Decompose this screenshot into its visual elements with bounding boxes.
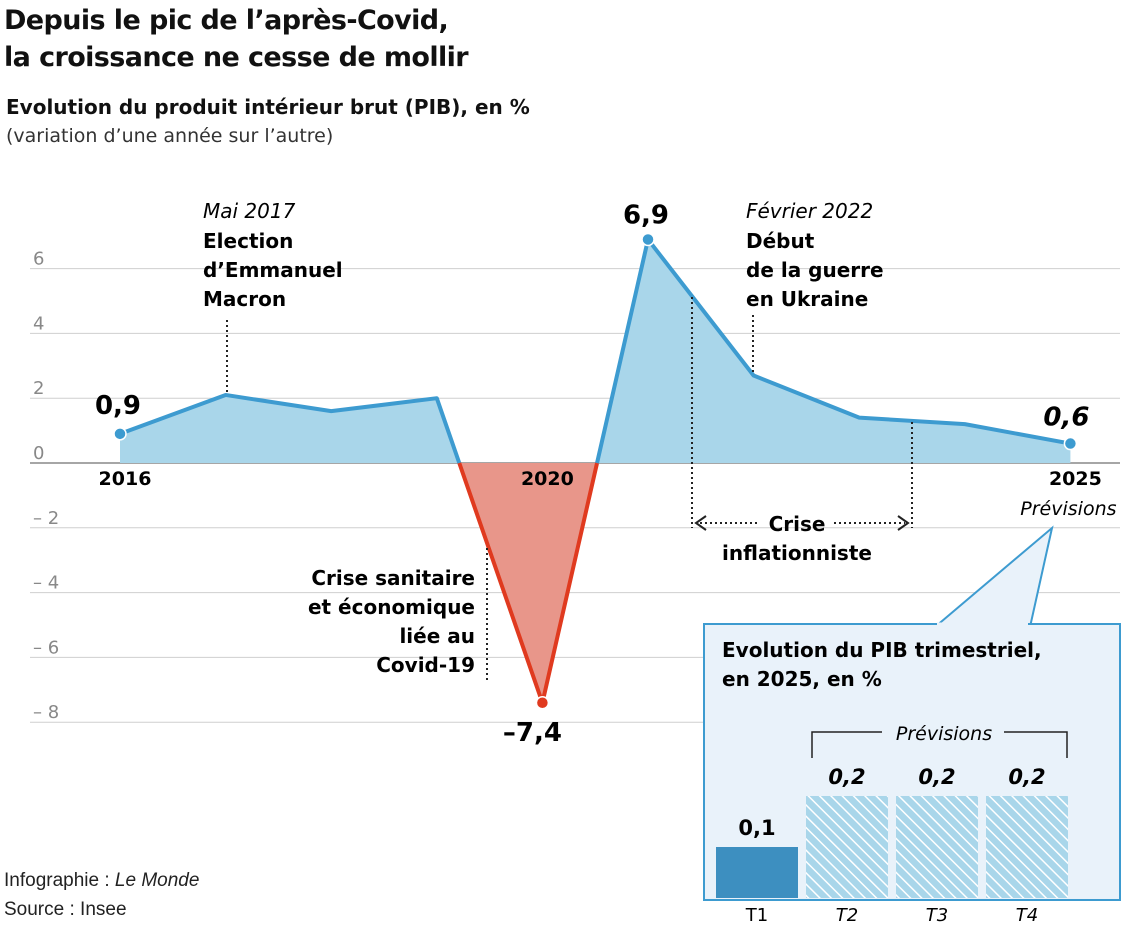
- data-point: [535, 696, 550, 710]
- annotation-text: en Ukraine: [746, 287, 868, 311]
- bar-value-label: 0,2: [1008, 765, 1045, 789]
- annotation-text: Crise: [769, 512, 826, 536]
- annotation-text: Covid-19: [376, 653, 475, 677]
- bar-category-label: T3: [926, 905, 948, 926]
- forecast-bracket: [811, 731, 1068, 758]
- annotation-text: Début: [746, 229, 815, 253]
- bar-category-label: T1: [745, 905, 768, 926]
- annotation-text: de la guerre: [746, 258, 884, 282]
- bar: [806, 796, 888, 898]
- annotation-text: Crise sanitaire: [311, 566, 475, 590]
- y-tick-label: 4: [33, 313, 44, 334]
- x-tick-label: 2016: [99, 468, 152, 490]
- bar-value-label: 0,2: [828, 765, 865, 789]
- title-line-1: Depuis le pic de l’après-Covid,: [4, 5, 449, 36]
- bar-value-label: 0,2: [918, 765, 955, 789]
- y-tick-label: 2: [33, 378, 44, 399]
- data-point: [641, 232, 655, 247]
- bar-category-label: T4: [1016, 905, 1038, 926]
- annotation-text: et économique: [308, 595, 475, 619]
- bar: [896, 796, 978, 898]
- data-point: [113, 427, 127, 441]
- chart-title: Depuis le pic de l’après-Covid, la crois…: [4, 2, 564, 76]
- bar: [986, 796, 1068, 898]
- bar-value-label: 0,1: [738, 816, 775, 840]
- annotation-text: liée au: [399, 624, 475, 648]
- y-tick-label: 6: [33, 249, 44, 270]
- data-label: 0,6: [1043, 403, 1089, 433]
- series-line: [595, 237, 1071, 464]
- y-tick-label: – 6: [33, 637, 59, 658]
- area-positive: [597, 239, 1071, 463]
- bar-category-label: T2: [836, 905, 858, 926]
- inset-title: Evolution du PIB trimestriel,: [722, 638, 1042, 662]
- annotation-text: Election: [203, 229, 293, 253]
- x-tick-label: 2025: [1049, 468, 1102, 490]
- annotation-date: Mai 2017: [203, 199, 296, 223]
- annotation-text: Macron: [203, 287, 286, 311]
- credit-name: Le Monde: [114, 870, 200, 891]
- forecast-label: Prévisions: [1020, 498, 1116, 520]
- bracket-arrow-right: [897, 515, 910, 531]
- forecast-label: Prévisions: [896, 723, 992, 745]
- title-line-2: la croissance ne cesse de mollir: [4, 42, 469, 73]
- series-line: [119, 392, 462, 464]
- chart-subtitle: Evolution du produit intérieur brut (PIB…: [6, 95, 530, 119]
- y-tick-label: – 2: [33, 508, 59, 529]
- area-positive: [120, 394, 460, 463]
- data-label: 6,9: [623, 200, 669, 230]
- y-tick-label: 0: [33, 443, 44, 464]
- area-negative: [459, 463, 598, 703]
- bracket-arrow-left: [694, 515, 707, 531]
- y-tick-label: – 4: [33, 573, 59, 594]
- data-point: [1063, 436, 1078, 451]
- callout-pointer: [932, 525, 1054, 628]
- inset-title: en 2025, en %: [722, 667, 882, 691]
- source: Source : Insee: [4, 899, 127, 920]
- data-label: –7,4: [503, 718, 562, 748]
- credit-prefix: Infographie :: [4, 870, 115, 891]
- annotation-date: Février 2022: [746, 199, 873, 223]
- bar: [716, 847, 798, 898]
- chart-subtitle-note: (variation d’une année sur l’autre): [6, 125, 334, 147]
- credit: Infographie : Le Monde: [4, 870, 199, 892]
- y-tick-label: – 8: [33, 702, 59, 723]
- annotation-text: d’Emmanuel: [203, 258, 343, 282]
- x-tick-label: 2020: [521, 468, 574, 490]
- data-label: 0,9: [95, 391, 141, 421]
- annotation-text: inflationniste: [722, 541, 872, 565]
